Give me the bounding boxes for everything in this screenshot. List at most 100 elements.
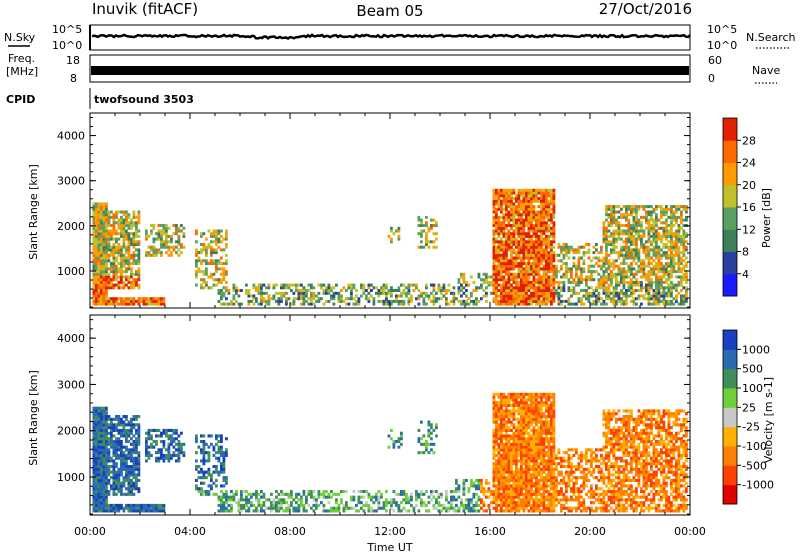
power-cell [537,302,541,306]
power-cell [212,272,216,276]
power-cell [662,210,666,214]
power-cell [500,264,503,268]
power-cell [502,259,506,263]
power-cell [530,213,533,217]
power-cell [97,205,101,209]
velocity-cell [125,434,128,438]
power-cell [92,248,96,252]
velocity-cell [260,495,263,499]
power-cell [297,294,301,298]
velocity-cell [485,495,488,499]
power-cell [382,283,386,287]
power-cell [475,302,478,306]
power-cell [665,262,668,266]
power-cell [95,256,98,260]
velocity-cell [312,503,316,507]
power-cell [652,207,656,211]
power-cell [220,240,223,244]
velocity-cell [420,451,423,455]
power-cell [637,205,641,209]
power-cell [562,275,566,279]
power-cell [517,294,521,298]
power-cell [287,283,291,287]
power-cell [620,207,623,211]
power-cell [635,278,638,282]
velocity-cell [130,492,133,496]
velocity-cell [220,451,223,455]
power-cell [130,270,133,274]
velocity-cell [170,434,173,438]
velocity-cell [130,503,133,507]
power-cell [577,299,581,303]
velocity-cell [340,501,343,505]
power-cell [335,283,338,287]
velocity-cell [132,481,136,485]
power-cell [530,280,533,284]
power-cell [310,286,313,290]
power-cell [670,229,673,233]
velocity-cell [95,470,98,474]
power-cell [680,234,683,238]
cpid-value: twofsound 3503 [94,93,194,106]
power-cell [502,283,506,287]
power-cell [512,278,516,282]
velocity-cell [125,445,128,449]
velocity-cell [322,495,326,499]
power-cell [635,237,638,241]
power-cell [622,232,626,236]
power-cell [632,251,636,255]
power-cell [257,283,261,287]
power-cell [537,289,541,293]
power-cell [607,294,611,298]
power-cell [210,286,213,290]
velocity-cell [160,431,163,435]
velocity-cell [120,484,123,488]
power-cell [587,278,591,282]
power-cell [662,234,666,238]
power-cell [532,191,536,195]
velocity-cell [120,473,123,477]
power-cell [122,259,126,263]
power-cell [102,262,106,266]
velocity-cell [297,509,301,513]
velocity-cell [97,506,101,510]
power-cell [497,267,501,271]
velocity-cell [172,437,176,441]
velocity-cell [277,501,281,505]
velocity-cell [122,426,126,430]
power-cell [275,291,278,295]
velocity-cell [137,490,141,494]
velocity-cell [107,417,111,421]
power-cell [125,234,128,238]
power-cell [590,259,593,263]
power-cell [607,264,611,268]
velocity-cell [375,498,378,502]
velocity-cell [105,462,108,466]
power-cell [547,237,551,241]
power-cell [557,270,561,274]
power-cell [535,256,538,260]
power-cell [600,259,603,263]
power-cell [535,243,538,247]
power-cell [325,289,328,293]
velocity-cell [465,506,468,510]
power-cell [525,197,528,201]
power-cell [532,215,536,219]
velocity-cell [492,501,496,505]
power-cell [605,251,608,255]
velocity-cell [402,492,406,496]
power-cell [627,205,631,209]
power-cell [637,229,641,233]
velocity-cell [440,503,443,507]
power-cell [437,286,441,290]
power-cell [655,272,658,276]
power-cell [137,256,141,260]
power-cell [105,237,108,241]
power-cell [640,262,643,266]
power-cell [382,289,386,293]
velocity-cell [357,501,361,505]
velocity-cell [105,501,108,505]
power-cell [595,294,598,298]
power-cell [527,202,531,206]
power-cell [155,232,158,236]
